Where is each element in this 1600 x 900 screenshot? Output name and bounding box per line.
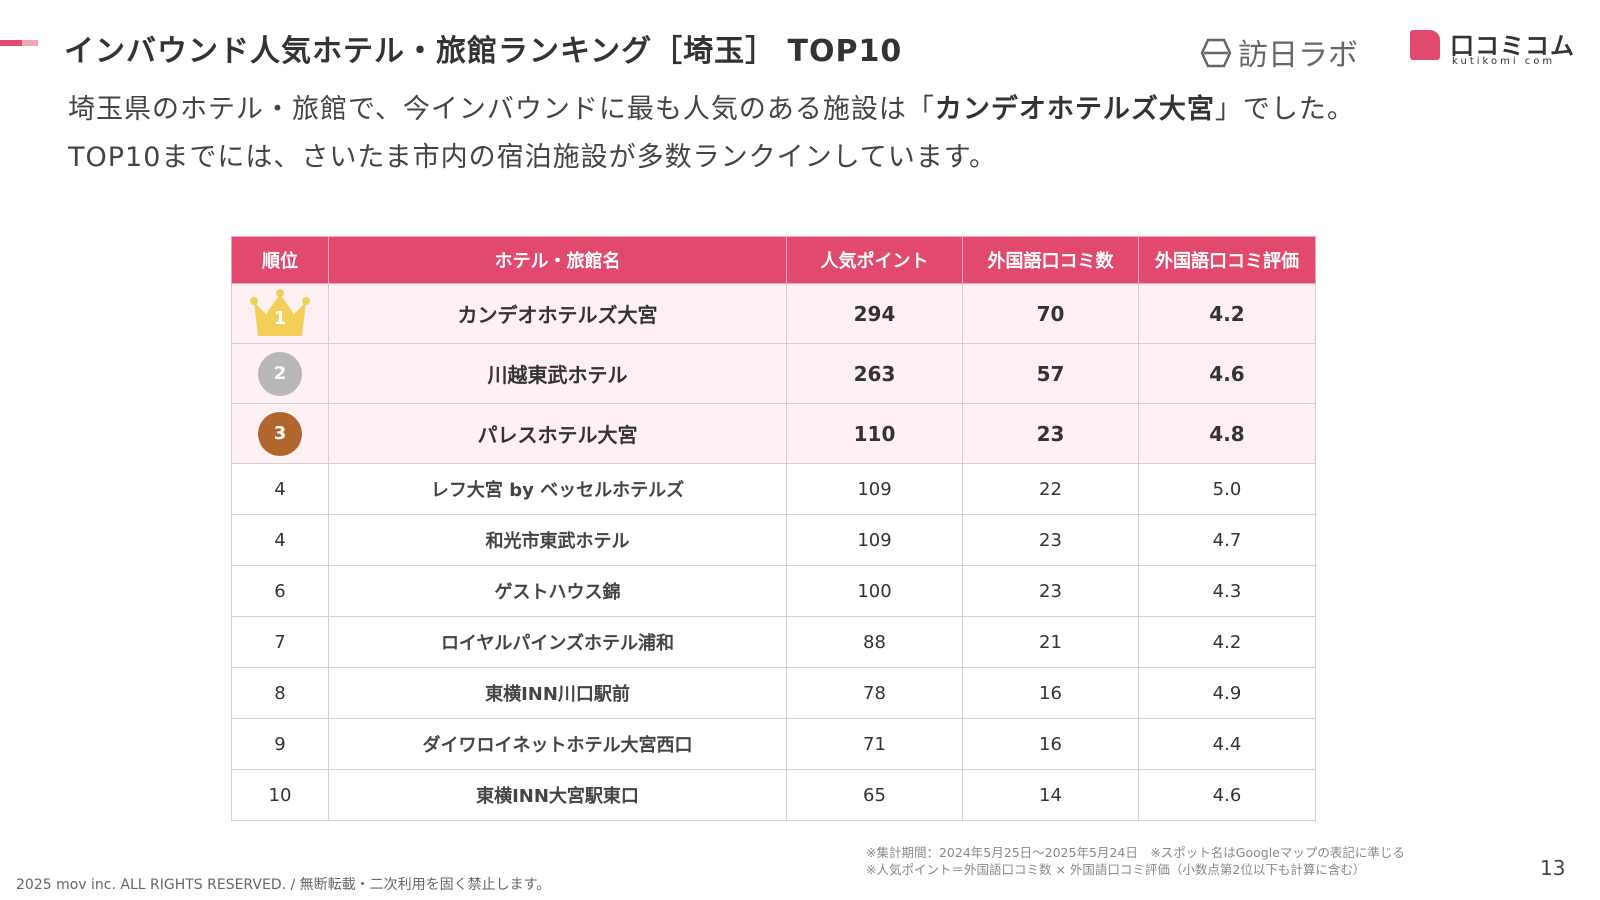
rank-cell: 4 <box>231 514 329 566</box>
review-rating: 4.7 <box>1138 514 1316 566</box>
table-row: 9 ダイワロイネットホテル大宮西口 71 16 4.4 <box>231 718 1316 770</box>
review-rating: 4.6 <box>1138 343 1316 404</box>
accent-bar <box>0 40 38 46</box>
review-rating: 4.6 <box>1138 769 1316 821</box>
description-line-2: TOP10までには、さいたま市内の宿泊施設が多数ランクインしています。 <box>68 142 998 173</box>
header-review-count: 外国語口コミ数 <box>962 236 1139 284</box>
copyright-footer: 2025 mov inc. ALL RIGHTS RESERVED. / 無断転… <box>16 877 551 893</box>
rank-cell: 7 <box>231 616 329 668</box>
points: 100 <box>786 565 963 617</box>
hexagon-logo-icon <box>1200 38 1232 76</box>
header-rank: 順位 <box>231 236 329 284</box>
rank-cell: 10 <box>231 769 329 821</box>
review-count: 23 <box>962 514 1139 566</box>
points: 294 <box>786 283 963 344</box>
description-line-1: 埼玉県のホテル・旅館で、今インバウンドに最も人気のある施設は「カンデオホテルズ大… <box>68 94 1355 125</box>
description: 埼玉県のホテル・旅館で、今インバウンドに最も人気のある施設は「カンデオホテルズ大… <box>68 86 1355 182</box>
review-rating: 4.4 <box>1138 718 1316 770</box>
footnotes: ※集計期間：2024年5月25日〜2025年5月24日 ※スポット名はGoogl… <box>866 844 1405 878</box>
review-rating: 4.3 <box>1138 565 1316 617</box>
review-rating: 4.9 <box>1138 667 1316 719</box>
review-count: 70 <box>962 283 1139 344</box>
houjin-labo-logo: 訪日ラボ <box>1200 30 1358 76</box>
kuchikomi-subtext: kutikomi com <box>1452 56 1556 67</box>
table-row: 10 東横INN大宮駅東口 65 14 4.6 <box>231 769 1316 821</box>
rank-cell: 2 <box>231 343 329 404</box>
logos: 訪日ラボ 口コミコム kutikomi com <box>1200 26 1580 73</box>
table-row: 2 川越東武ホテル 263 57 4.6 <box>231 343 1316 404</box>
rank-cell: 9 <box>231 718 329 770</box>
points: 88 <box>786 616 963 668</box>
table-row: 8 東横INN川口駅前 78 16 4.9 <box>231 667 1316 719</box>
review-count: 23 <box>962 565 1139 617</box>
review-rating: 5.0 <box>1138 463 1316 515</box>
hotel-name: 川越東武ホテル <box>328 343 787 404</box>
hotel-name: 和光市東武ホテル <box>328 514 787 566</box>
rank-cell: 6 <box>231 565 329 617</box>
hotel-name: 東横INN大宮駅東口 <box>328 769 787 821</box>
review-count: 14 <box>962 769 1139 821</box>
hotel-name: レフ大宮 by ベッセルホテルズ <box>328 463 787 515</box>
header-points: 人気ポイント <box>786 236 963 284</box>
hotel-name: 東横INN川口駅前 <box>328 667 787 719</box>
top-hotel-name: カンデオホテルズ大宮 <box>934 94 1215 125</box>
speech-bubble-icon <box>1410 30 1440 60</box>
review-rating: 4.2 <box>1138 283 1316 344</box>
review-rating: 4.2 <box>1138 616 1316 668</box>
rank-cell: 4 <box>231 463 329 515</box>
kuchikomi-text: 口コミコム <box>1450 32 1575 60</box>
review-count: 21 <box>962 616 1139 668</box>
bronze-medal-icon: 3 <box>258 411 302 456</box>
points: 263 <box>786 343 963 404</box>
hotel-name: ゲストハウス錦 <box>328 565 787 617</box>
footnote-formula: ※人気ポイント＝外国語口コミ数 × 外国語口コミ評価（小数点第2位以下も計算に含… <box>866 862 1366 877</box>
table-row: 4 和光市東武ホテル 109 23 4.7 <box>231 514 1316 566</box>
points: 109 <box>786 514 963 566</box>
review-count: 22 <box>962 463 1139 515</box>
houjin-labo-text: 訪日ラボ <box>1238 38 1358 73</box>
table-row: 6 ゲストハウス錦 100 23 4.3 <box>231 565 1316 617</box>
rank-cell: 1 <box>231 283 329 344</box>
footnote-period: ※集計期間：2024年5月25日〜2025年5月24日 ※スポット名はGoogl… <box>866 845 1405 860</box>
review-count: 16 <box>962 718 1139 770</box>
kuchikomi-com-logo: 口コミコム kutikomi com <box>1410 26 1580 72</box>
header-name: ホテル・旅館名 <box>328 236 787 284</box>
table-row: 1 カンデオホテルズ大宮 294 70 4.2 <box>231 283 1316 344</box>
table-row: 3 パレスホテル大宮 110 23 4.8 <box>231 403 1316 464</box>
review-count: 16 <box>962 667 1139 719</box>
hotel-name: ロイヤルパインズホテル浦和 <box>328 616 787 668</box>
rank-cell: 3 <box>231 403 329 464</box>
table-row: 4 レフ大宮 by ベッセルホテルズ 109 22 5.0 <box>231 463 1316 515</box>
points: 65 <box>786 769 963 821</box>
review-count: 57 <box>962 343 1139 404</box>
points: 110 <box>786 403 963 464</box>
ranking-table: 順位 ホテル・旅館名 人気ポイント 外国語口コミ数 外国語口コミ評価 1 カンデ… <box>231 236 1316 821</box>
gold-crown-icon: 1 <box>248 288 312 340</box>
header-review-rating: 外国語口コミ評価 <box>1138 236 1316 284</box>
review-rating: 4.8 <box>1138 403 1316 464</box>
points: 109 <box>786 463 963 515</box>
table-row: 7 ロイヤルパインズホテル浦和 88 21 4.2 <box>231 616 1316 668</box>
points: 71 <box>786 718 963 770</box>
table-header-row: 順位 ホテル・旅館名 人気ポイント 外国語口コミ数 外国語口コミ評価 <box>231 236 1316 284</box>
points: 78 <box>786 667 963 719</box>
hotel-name: カンデオホテルズ大宮 <box>328 283 787 344</box>
hotel-name: パレスホテル大宮 <box>328 403 787 464</box>
hotel-name: ダイワロイネットホテル大宮西口 <box>328 718 787 770</box>
rank-number: 1 <box>273 307 287 329</box>
page-number: 13 <box>1540 856 1566 880</box>
silver-medal-icon: 2 <box>258 351 302 396</box>
review-count: 23 <box>962 403 1139 464</box>
page-title: インバウンド人気ホテル・旅館ランキング［埼玉］ TOP10 <box>64 34 903 69</box>
rank-cell: 8 <box>231 667 329 719</box>
